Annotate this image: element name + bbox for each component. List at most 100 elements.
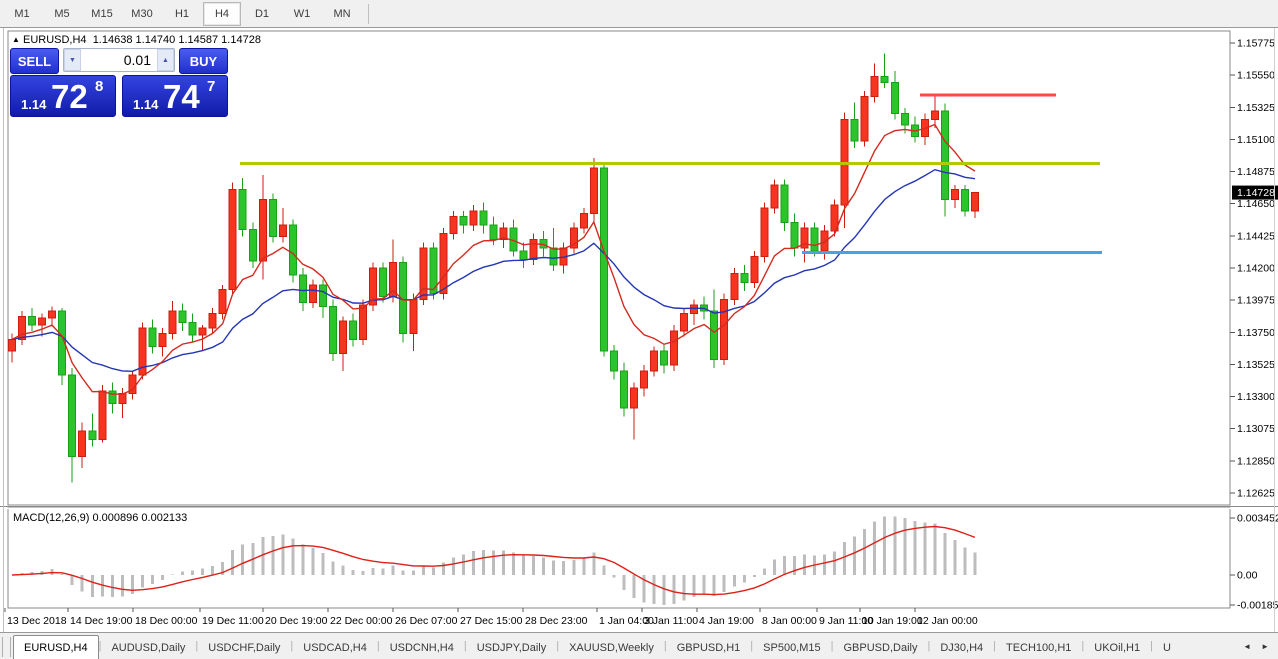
tab-separator: | bbox=[750, 640, 754, 652]
candle-body bbox=[28, 316, 37, 326]
chart-tab-eurusd-h4[interactable]: EURUSD,H4 bbox=[13, 635, 99, 659]
buy-price-panel[interactable]: 1.14 74 7 bbox=[122, 75, 228, 117]
candle-body bbox=[138, 327, 147, 376]
candle-body bbox=[800, 227, 809, 249]
price-tick-label: 1.15100 bbox=[1237, 134, 1275, 146]
candle-body bbox=[78, 430, 87, 458]
candle-body bbox=[690, 304, 699, 315]
candle-body bbox=[459, 216, 468, 226]
price-tick-label: 1.15325 bbox=[1237, 102, 1275, 114]
candle-body bbox=[419, 247, 428, 300]
time-tick-label: 14 Dec 19:00 bbox=[70, 615, 133, 627]
chart-tab-gbpusd-h1[interactable]: GBPUSD,H1 bbox=[676, 642, 741, 654]
chart-tab-usdchf-daily[interactable]: USDCHF,Daily bbox=[208, 642, 281, 654]
chart-tab-sp500-m15[interactable]: SP500,M15 bbox=[763, 642, 821, 654]
candle-body bbox=[68, 374, 77, 458]
time-tick-label: 27 Dec 15:00 bbox=[460, 615, 523, 627]
timeframe-button-m15[interactable]: M15 bbox=[91, 7, 113, 20]
price-tick-label: 1.14200 bbox=[1237, 263, 1275, 275]
price-tick-label: 1.15550 bbox=[1237, 70, 1275, 82]
chart-tab-usdjpy-daily[interactable]: USDJPY,Daily bbox=[476, 642, 547, 654]
timeframe-button-m5[interactable]: M5 bbox=[54, 7, 70, 20]
candle-body bbox=[730, 273, 739, 300]
timeframe-button-h1[interactable]: H1 bbox=[174, 7, 190, 20]
volume-increase-button[interactable]: ▲ bbox=[157, 49, 174, 71]
volume-decrease-button[interactable]: ▼ bbox=[64, 49, 81, 71]
price-tick-label: 1.13750 bbox=[1237, 327, 1275, 339]
chart-tab-bar: EURUSD,H4 | AUDUSD,Daily | USDCHF,Daily | USDC… bbox=[0, 632, 1278, 659]
candle-body bbox=[48, 310, 57, 319]
tab-scroll-arrows: ◄ ► bbox=[1238, 633, 1278, 659]
candle-body bbox=[318, 284, 327, 308]
symbol-marker-icon: ▲ bbox=[12, 35, 20, 44]
chart-tab-xauusd-weekly[interactable]: XAUUSD,Weekly bbox=[569, 642, 654, 654]
symbol-ohlc-line: ▲ EURUSD,H4 1.14638 1.14740 1.14587 1.14… bbox=[12, 34, 261, 46]
chart-tab-dj30-h4[interactable]: DJ30,H4 bbox=[940, 642, 984, 654]
candle-body bbox=[178, 310, 187, 323]
timeframe-button-m30[interactable]: M30 bbox=[131, 7, 153, 20]
timeframe-button-m1[interactable]: M1 bbox=[14, 7, 30, 20]
current-price-marker bbox=[1232, 185, 1278, 200]
timeframe-button-w1[interactable]: W1 bbox=[293, 7, 311, 20]
candle-body bbox=[58, 310, 67, 376]
candle-body bbox=[639, 370, 648, 389]
tab-separator: | bbox=[663, 640, 667, 652]
chart-tab-ukoil-h1[interactable]: UKOil,H1 bbox=[1094, 642, 1141, 654]
candle-body bbox=[238, 188, 247, 230]
chart-tab-tech100-h1[interactable]: TECH100,H1 bbox=[1005, 642, 1072, 654]
price-tick-label: 1.12625 bbox=[1237, 488, 1275, 500]
sell-price-panel[interactable]: 1.14 72 8 bbox=[10, 75, 116, 117]
candle-body bbox=[208, 313, 217, 329]
candle-body bbox=[88, 430, 97, 440]
timeframe-button-d1[interactable]: D1 bbox=[254, 7, 270, 20]
price-chart-svg: 1.15775 1.15550 1.15325 1.15100 1.14875 1.146… bbox=[0, 30, 1278, 627]
candle-body bbox=[278, 224, 287, 238]
candle-body bbox=[118, 393, 127, 405]
price-tick-label: 1.13075 bbox=[1237, 423, 1275, 435]
candle-body bbox=[228, 188, 237, 290]
candle-body bbox=[519, 250, 528, 260]
chart-tab-usdcad-h4[interactable]: USDCAD,H4 bbox=[303, 642, 367, 654]
price-tick-label: 1.14425 bbox=[1237, 230, 1275, 242]
candle-body bbox=[629, 387, 638, 409]
candle-body bbox=[860, 96, 869, 142]
sell-price-prefix: 1.14 bbox=[21, 97, 47, 112]
macd-signal-line bbox=[11, 525, 976, 596]
chart-tab-gbpusd-daily[interactable]: GBPUSD,Daily bbox=[843, 642, 918, 654]
candle-body bbox=[850, 118, 859, 142]
candle-body bbox=[960, 188, 969, 212]
candle-body bbox=[359, 304, 368, 340]
tab-separator: | bbox=[556, 640, 560, 652]
chart-window: 1.15775 1.15550 1.15325 1.15100 1.14875 1.146… bbox=[0, 28, 1278, 632]
candle-body bbox=[670, 330, 679, 366]
candle-body bbox=[660, 350, 669, 366]
candle-body bbox=[619, 370, 628, 409]
candle-body bbox=[469, 210, 478, 226]
timeframe-button-h4[interactable]: H4 bbox=[203, 1, 241, 26]
sell-button[interactable]: SELL bbox=[10, 48, 59, 74]
ohlc-low: 1.14587 bbox=[178, 34, 219, 46]
timeframe-button-mn[interactable]: MN bbox=[333, 7, 351, 20]
ma-fast-line bbox=[11, 123, 976, 395]
candle-body bbox=[218, 288, 227, 315]
tab-scroll-right-icon[interactable]: ► bbox=[1261, 641, 1269, 651]
ohlc-high: 1.14740 bbox=[135, 34, 176, 46]
volume-stepper: ▼ ▲ bbox=[63, 48, 175, 72]
candle-body bbox=[38, 317, 47, 326]
time-tick-label: 22 Dec 00:00 bbox=[330, 615, 393, 627]
tab-scroll-left-icon[interactable]: ◄ bbox=[1243, 641, 1252, 651]
time-tick-label: 1 Jan 04:00 bbox=[599, 615, 654, 627]
price-tick-label: 1.13525 bbox=[1237, 359, 1275, 371]
candle-body bbox=[750, 256, 759, 283]
chart-tab-u[interactable]: U bbox=[1162, 642, 1171, 654]
sell-price-sup: 8 bbox=[95, 78, 104, 95]
buy-button[interactable]: BUY bbox=[179, 48, 228, 74]
chart-tab-audusd-daily[interactable]: AUDUSD,Daily bbox=[111, 642, 186, 654]
candle-body bbox=[930, 110, 939, 120]
ohlc-open: 1.14638 bbox=[92, 34, 133, 46]
candle-body bbox=[870, 76, 879, 98]
chart-tab-usdcnh-h4[interactable]: USDCNH,H4 bbox=[389, 642, 454, 654]
candle-body bbox=[810, 227, 819, 252]
volume-input[interactable] bbox=[81, 49, 157, 71]
